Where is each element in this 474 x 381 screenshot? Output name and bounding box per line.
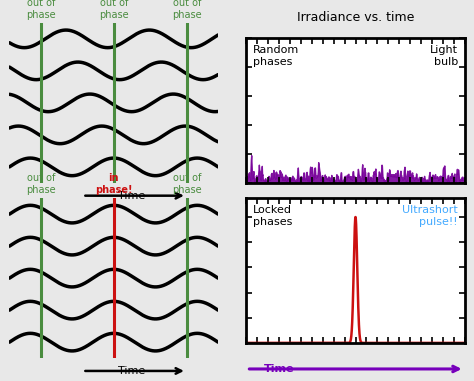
Text: Time: Time (118, 190, 145, 201)
Text: Irradiance vs. time: Irradiance vs. time (297, 11, 414, 24)
Text: out of
phase: out of phase (26, 173, 55, 195)
Text: out of
phase: out of phase (172, 0, 201, 20)
Text: in
phase!: in phase! (95, 173, 133, 195)
Text: Locked
phases: Locked phases (253, 205, 292, 227)
Text: out of
phase: out of phase (26, 0, 55, 20)
Text: Light
bulb: Light bulb (430, 45, 458, 67)
Text: Time: Time (264, 364, 294, 374)
Text: out of
phase: out of phase (99, 0, 128, 20)
Text: Time: Time (118, 366, 145, 376)
Text: out of
phase: out of phase (172, 173, 201, 195)
Text: Random
phases: Random phases (253, 45, 299, 67)
Text: Ultrashort
pulse!!: Ultrashort pulse!! (402, 205, 458, 227)
